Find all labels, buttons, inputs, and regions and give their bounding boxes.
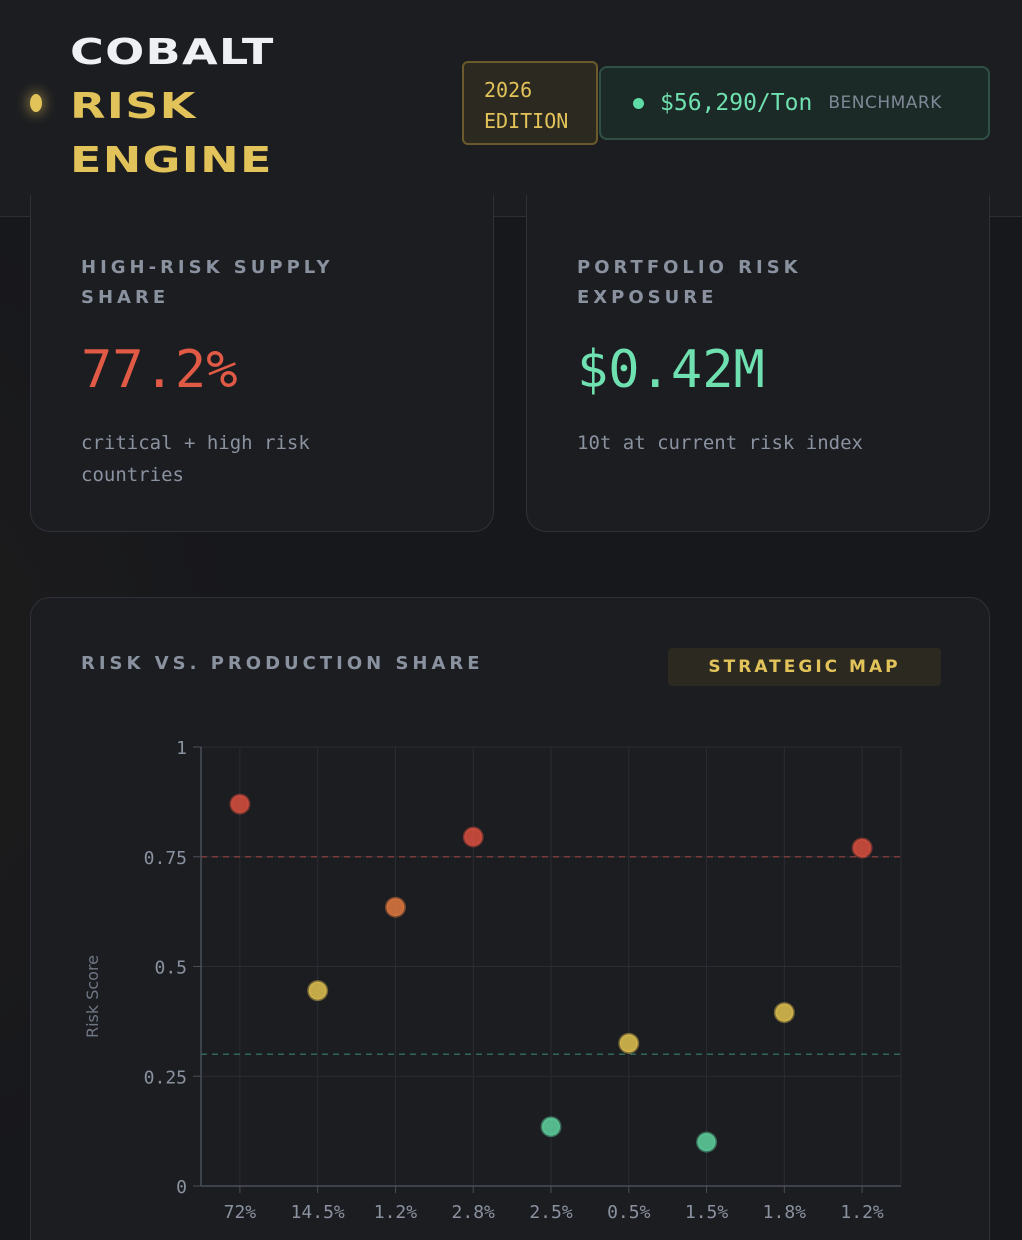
brand-line-2: RISK [70, 86, 197, 127]
kpi-subtitle: critical + high risk countries [81, 432, 310, 486]
x-tick-label: 1.2% [374, 1202, 418, 1223]
kpi-value: 77.2% [81, 340, 238, 400]
strategic-map-badge[interactable]: STRATEGIC MAP [668, 648, 941, 686]
data-point [384, 896, 406, 918]
data-point [696, 1131, 718, 1153]
data-point [773, 1002, 795, 1024]
risk-chart-card: RISK VS. PRODUCTION SHARE STRATEGIC MAP … [30, 597, 990, 1240]
data-point [307, 980, 329, 1002]
y-tick-label: 0.25 [144, 1067, 187, 1088]
x-tick-label: 1.2% [840, 1202, 884, 1223]
kpi-title: PORTFOLIO RISK EXPOSURE [577, 257, 802, 308]
y-axis-label: Risk Score [83, 955, 102, 1038]
y-tick-label: 0.5 [154, 958, 187, 979]
edition-badge: 2026 EDITION [462, 61, 598, 145]
kpi-card-portfolio-exposure: PORTFOLIO RISK EXPOSURE $0.42M 10t at cu… [526, 195, 990, 532]
x-tick-label: 14.5% [291, 1202, 345, 1223]
risk-scatter-chart: 0 0.25 0.5 0.75 1 72% 14.5% 1.2% 2.8% 2.5% 0.5% 1.5… [83, 738, 902, 1223]
edition-label: EDITION [484, 109, 569, 133]
chart-title: RISK VS. PRODUCTION SHARE [81, 653, 484, 674]
x-tick-label: 1.8% [763, 1202, 807, 1223]
x-tick-label: 72% [224, 1202, 257, 1223]
data-point [229, 793, 251, 815]
x-tick-label: 2.5% [529, 1202, 573, 1223]
brand-line-1: COBALT [70, 32, 275, 73]
y-tick-label: 1 [176, 738, 187, 759]
status-dot-icon [30, 94, 42, 112]
data-point [618, 1032, 640, 1054]
kpi-card-high-risk-share: HIGH-RISK SUPPLY SHARE 77.2% critical + … [30, 195, 494, 532]
x-tick-label: 2.8% [452, 1202, 496, 1223]
edition-year: 2026 [484, 78, 533, 102]
kpi-subtitle: 10t at current risk index [577, 432, 863, 454]
header: COBALT RISK ENGINE 2026 EDITION $56,290/… [0, 0, 1022, 217]
live-dot-icon [633, 97, 644, 109]
data-point [851, 837, 873, 859]
x-tick-label: 0.5% [607, 1202, 651, 1223]
kpi-title: HIGH-RISK SUPPLY SHARE [81, 257, 334, 308]
data-point [462, 826, 484, 848]
benchmark-price-badge: $56,290/Ton BENCHMARK [599, 66, 990, 140]
y-tick-label: 0 [176, 1177, 187, 1198]
data-point [540, 1116, 562, 1138]
kpi-value: $0.42M [577, 340, 765, 400]
y-tick-label: 0.75 [144, 848, 187, 869]
benchmark-label: BENCHMARK [828, 93, 942, 113]
x-tick-label: 1.5% [685, 1202, 729, 1223]
brand-logo: COBALT RISK ENGINE [70, 26, 275, 188]
brand-line-3: ENGINE [70, 140, 273, 181]
benchmark-price: $56,290/Ton [660, 90, 813, 116]
